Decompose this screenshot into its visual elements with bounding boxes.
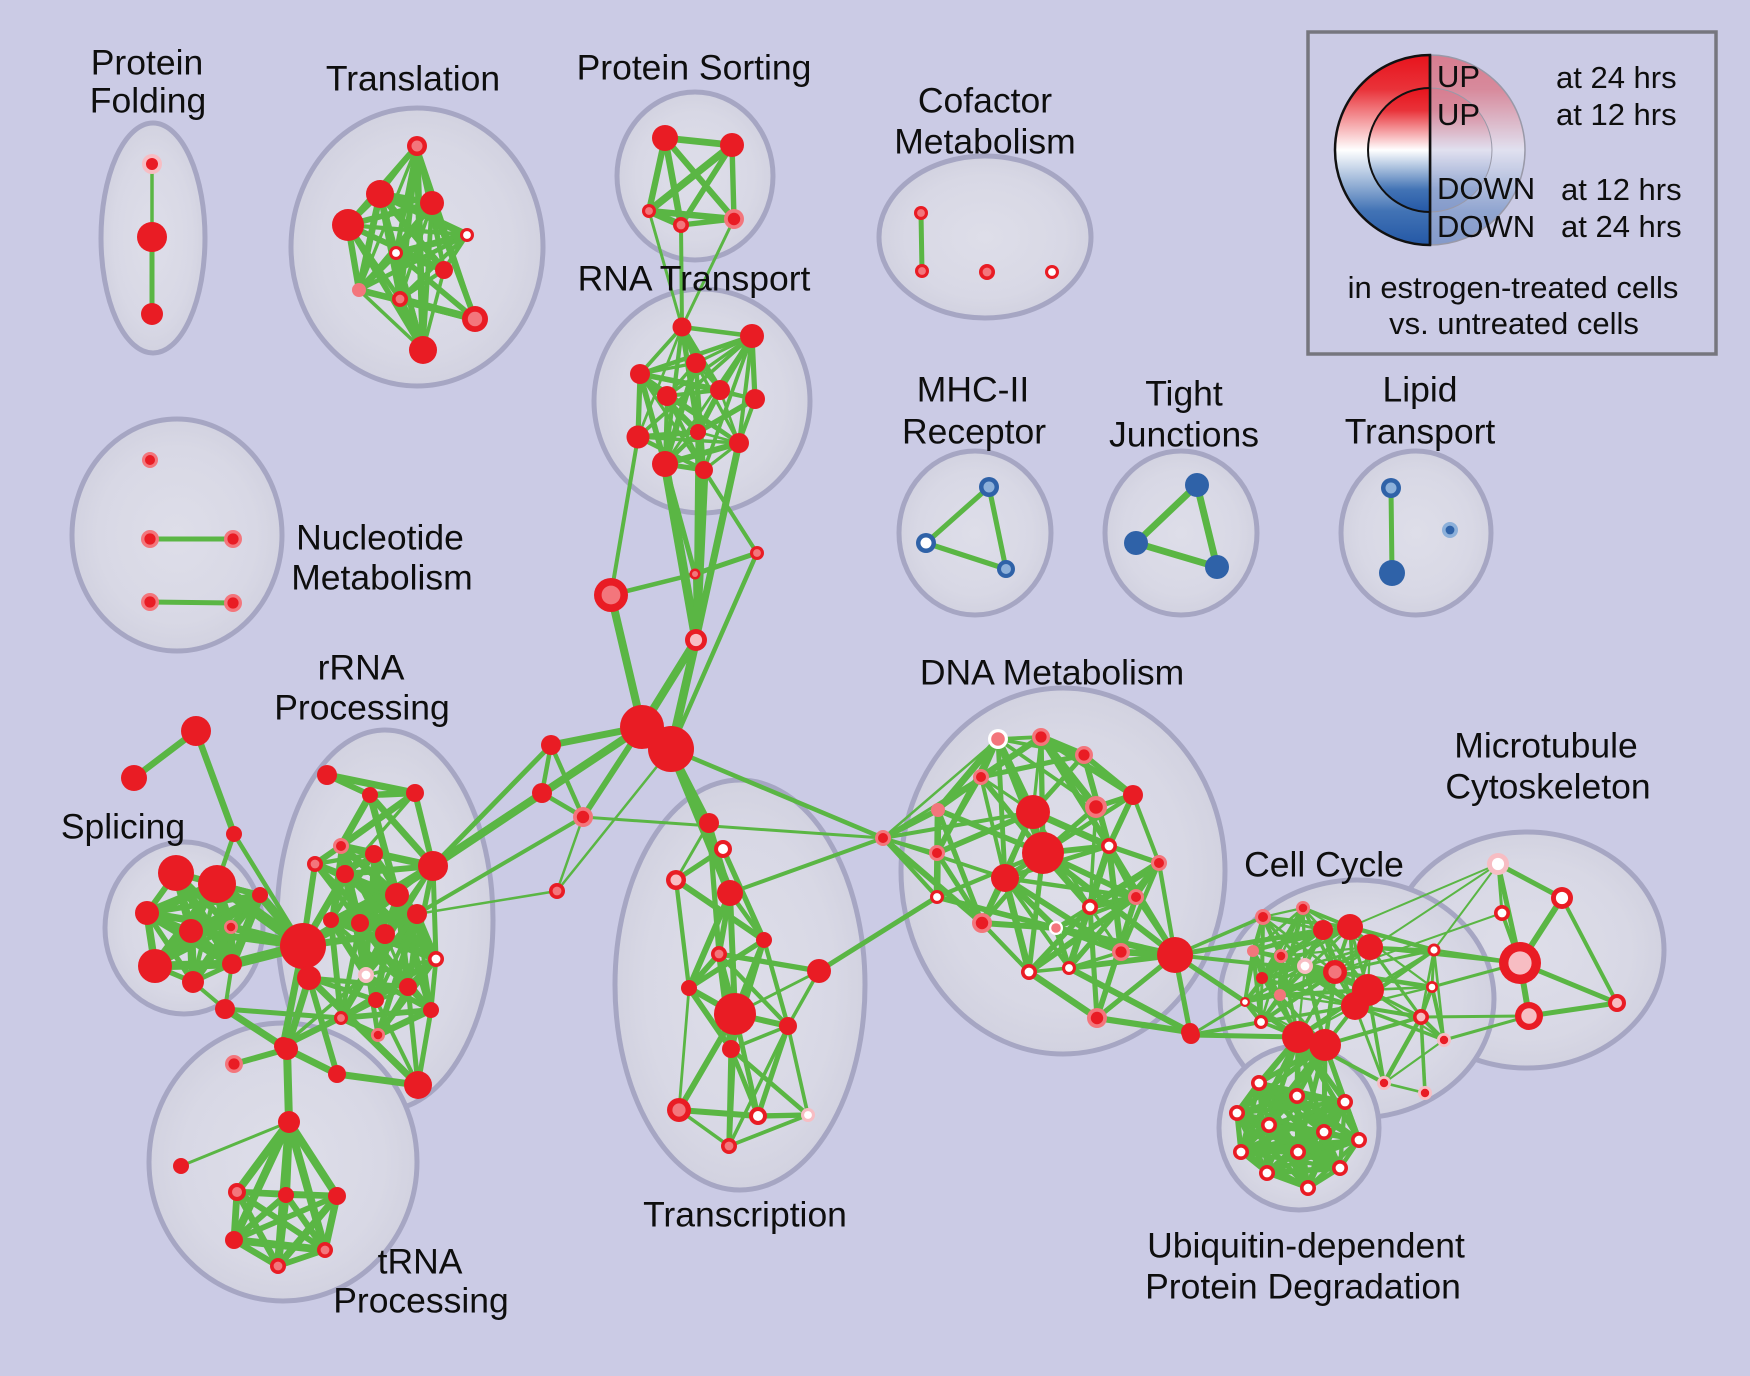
svg-text:Processing: Processing [333, 1281, 509, 1321]
svg-text:Cofactor: Cofactor [918, 81, 1052, 121]
svg-text:in estrogen-treated cells: in estrogen-treated cells [1348, 270, 1679, 305]
svg-text:DOWN: DOWN [1437, 209, 1535, 244]
svg-text:Protein Degradation: Protein Degradation [1145, 1267, 1461, 1307]
svg-text:DOWN: DOWN [1437, 171, 1535, 206]
svg-text:Splicing: Splicing [61, 807, 185, 847]
svg-text:Translation: Translation [326, 59, 500, 99]
svg-text:Microtubule: Microtubule [1454, 726, 1638, 766]
svg-text:DNA Metabolism: DNA Metabolism [920, 653, 1184, 693]
svg-text:UP: UP [1437, 59, 1480, 94]
svg-text:Lipid: Lipid [1382, 370, 1457, 410]
svg-text:Transport: Transport [1345, 412, 1496, 452]
svg-text:Tight: Tight [1145, 374, 1223, 414]
svg-text:Cell Cycle: Cell Cycle [1244, 845, 1404, 885]
svg-text:at 24 hrs: at 24 hrs [1561, 209, 1682, 244]
svg-text:vs. untreated cells: vs. untreated cells [1389, 306, 1639, 341]
svg-text:at 12 hrs: at 12 hrs [1561, 172, 1682, 207]
svg-text:UP: UP [1437, 97, 1480, 132]
svg-text:rRNA: rRNA [318, 648, 405, 688]
svg-text:at 24 hrs: at 24 hrs [1556, 60, 1677, 95]
svg-text:tRNA: tRNA [378, 1242, 463, 1282]
svg-text:at 12 hrs: at 12 hrs [1556, 97, 1677, 132]
svg-text:Transcription: Transcription [643, 1195, 847, 1235]
svg-text:Metabolism: Metabolism [894, 122, 1076, 162]
svg-text:Nucleotide: Nucleotide [296, 518, 464, 558]
svg-text:Ubiquitin-dependent: Ubiquitin-dependent [1147, 1226, 1465, 1266]
svg-text:Folding: Folding [90, 81, 206, 121]
svg-text:Cytoskeleton: Cytoskeleton [1445, 767, 1650, 807]
svg-text:Metabolism: Metabolism [291, 558, 473, 598]
svg-text:MHC-II: MHC-II [917, 370, 1029, 410]
svg-text:Processing: Processing [274, 688, 450, 728]
svg-text:Junctions: Junctions [1109, 415, 1259, 455]
svg-text:Receptor: Receptor [902, 412, 1046, 452]
svg-text:Protein: Protein [91, 43, 203, 83]
svg-text:RNA Transport: RNA Transport [578, 259, 811, 299]
svg-text:Protein Sorting: Protein Sorting [577, 48, 812, 88]
